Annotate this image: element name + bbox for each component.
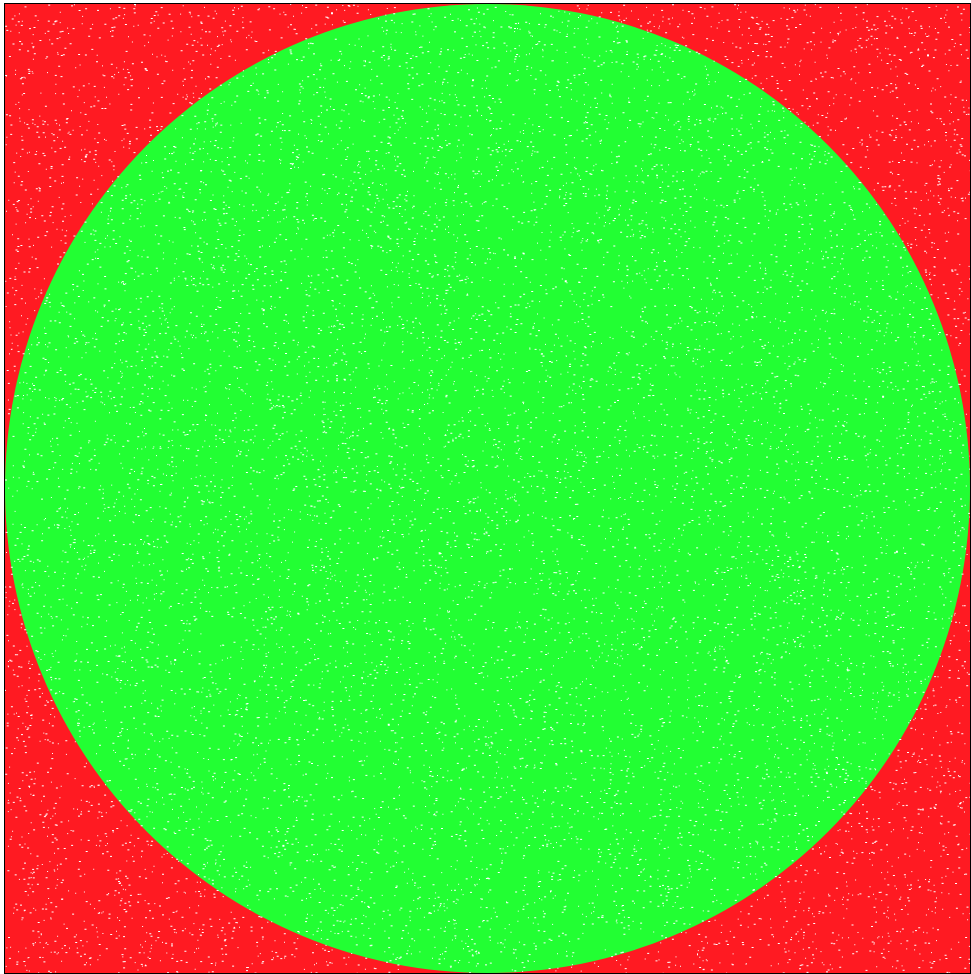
inside-circle-points xyxy=(5,4,970,973)
inside-region xyxy=(5,4,970,973)
